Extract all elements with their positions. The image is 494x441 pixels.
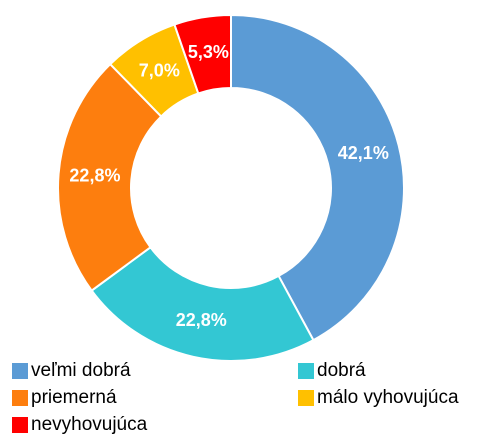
data-label: 22,8% [69, 166, 120, 186]
legend-label: nevyhovujúca [31, 414, 148, 435]
legend-label: veľmi dobrá [31, 360, 131, 381]
legend-label: málo vyhovujúca [317, 387, 459, 408]
legend-swatch [298, 363, 314, 379]
data-label: 42,1% [338, 143, 389, 163]
legend-label: dobrá [317, 360, 366, 381]
slice [57, 62, 163, 292]
legend-swatch [12, 417, 28, 433]
data-label: 5,3% [188, 42, 229, 62]
legend-label: priemerná [31, 387, 117, 408]
legend-swatch [12, 363, 28, 379]
slice [173, 13, 232, 95]
slice [230, 13, 405, 342]
legend-swatch [12, 390, 28, 406]
data-label: 7,0% [139, 61, 180, 81]
legend-swatch [298, 390, 314, 406]
data-label: 22,8% [176, 310, 227, 330]
slice [90, 245, 315, 362]
